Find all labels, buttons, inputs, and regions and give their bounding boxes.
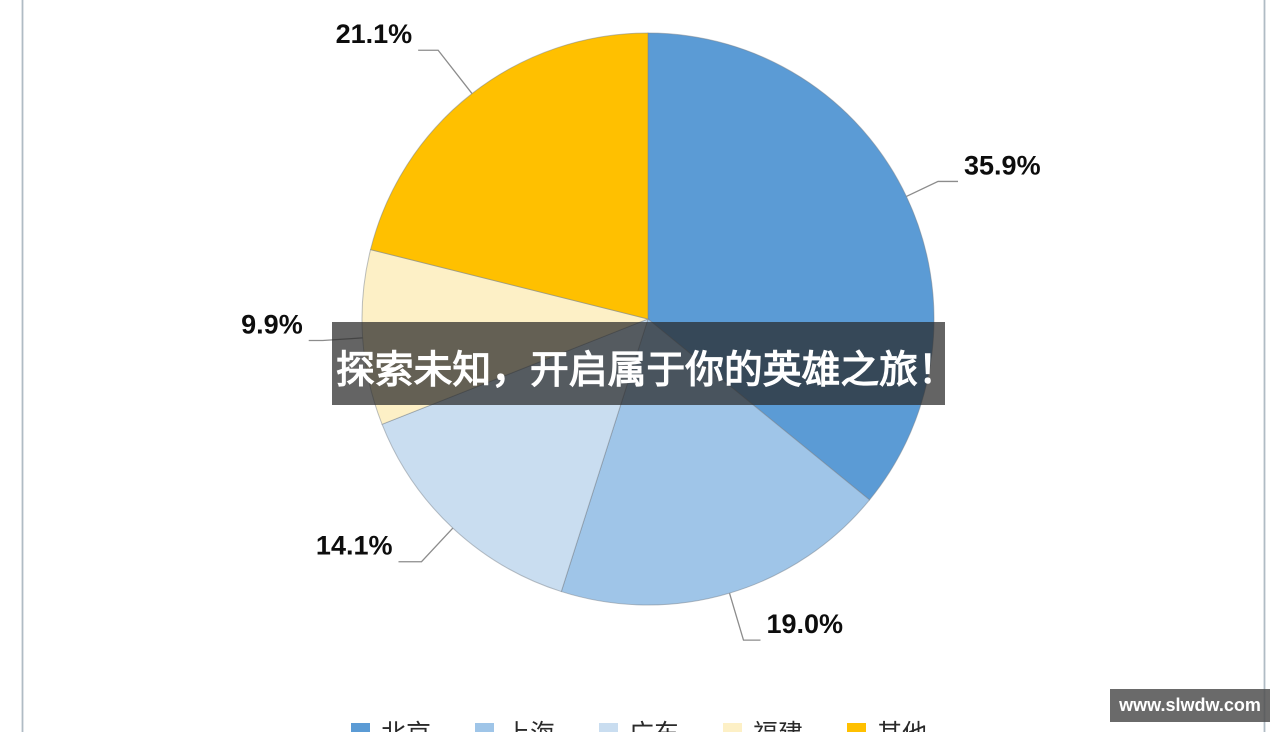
svg-text:14.1%: 14.1% (316, 531, 393, 561)
svg-text:35.9%: 35.9% (964, 150, 1041, 180)
svg-text:9.9%: 9.9% (241, 309, 303, 339)
svg-text:21.1%: 21.1% (336, 19, 413, 49)
svg-text:19.0%: 19.0% (766, 609, 843, 639)
